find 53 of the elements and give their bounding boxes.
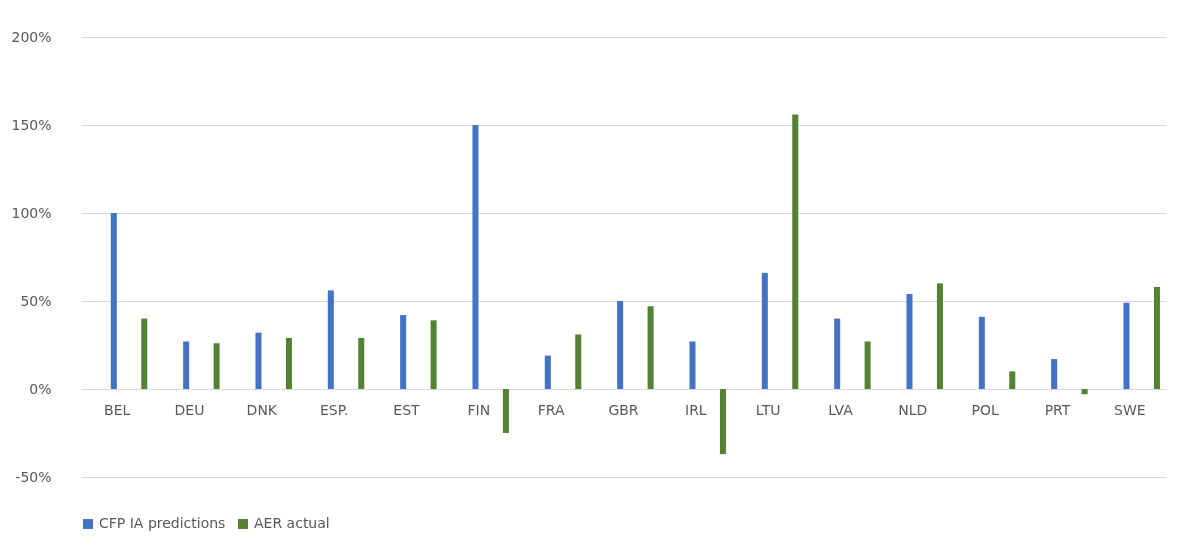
bar — [327, 290, 334, 389]
x-tick-label: EST — [393, 401, 421, 418]
bar — [689, 341, 696, 389]
bar — [472, 125, 479, 389]
bar — [1051, 359, 1058, 389]
bar — [936, 283, 943, 389]
bar — [141, 318, 148, 389]
bar — [792, 114, 799, 389]
bar — [1153, 286, 1160, 389]
y-tick-label: 200% — [11, 28, 52, 45]
bar — [906, 293, 913, 389]
x-tick-label: PRT — [1044, 401, 1071, 418]
bar — [502, 389, 509, 433]
bar — [255, 332, 262, 389]
bar — [1123, 302, 1130, 389]
x-tick-label: LTU — [755, 401, 781, 418]
bar — [978, 316, 985, 389]
bar — [400, 315, 407, 389]
legend-label: CFP IA predictions — [99, 515, 226, 531]
x-tick-label: DEU — [174, 401, 205, 418]
x-tick-label: BEL — [104, 401, 131, 418]
x-tick-label: LVA — [828, 401, 854, 418]
y-tick-label: 100% — [11, 204, 52, 221]
bar — [110, 213, 117, 389]
y-tick-label: 0% — [29, 380, 52, 397]
x-tick-label: SWE — [1114, 401, 1146, 418]
x-tick-label: FIN — [467, 401, 491, 418]
bar — [544, 355, 551, 389]
bar — [761, 272, 768, 389]
y-tick-label: -50% — [15, 468, 52, 485]
bar — [647, 306, 654, 389]
bar — [183, 341, 190, 389]
bar — [834, 318, 841, 389]
x-tick-label: NLD — [898, 401, 928, 418]
bar — [213, 343, 220, 389]
bar — [1009, 371, 1016, 389]
bar — [719, 389, 726, 455]
bar — [864, 341, 871, 389]
bar — [285, 337, 292, 389]
y-tick-label: 150% — [11, 116, 52, 133]
bar — [358, 337, 365, 389]
bar — [1081, 389, 1088, 395]
x-tick-label: GBR — [608, 401, 639, 418]
x-tick-label: IRL — [685, 401, 707, 418]
x-tick-label: ESP. — [319, 401, 349, 418]
bar — [575, 334, 582, 389]
x-tick-label: POL — [971, 401, 999, 418]
legend-label: AER actual — [254, 515, 330, 531]
bar — [617, 301, 624, 389]
x-tick-label: DNK — [246, 401, 278, 418]
bar — [430, 320, 437, 389]
x-tick-label: FRA — [537, 401, 565, 418]
y-tick-label: 50% — [20, 292, 52, 309]
